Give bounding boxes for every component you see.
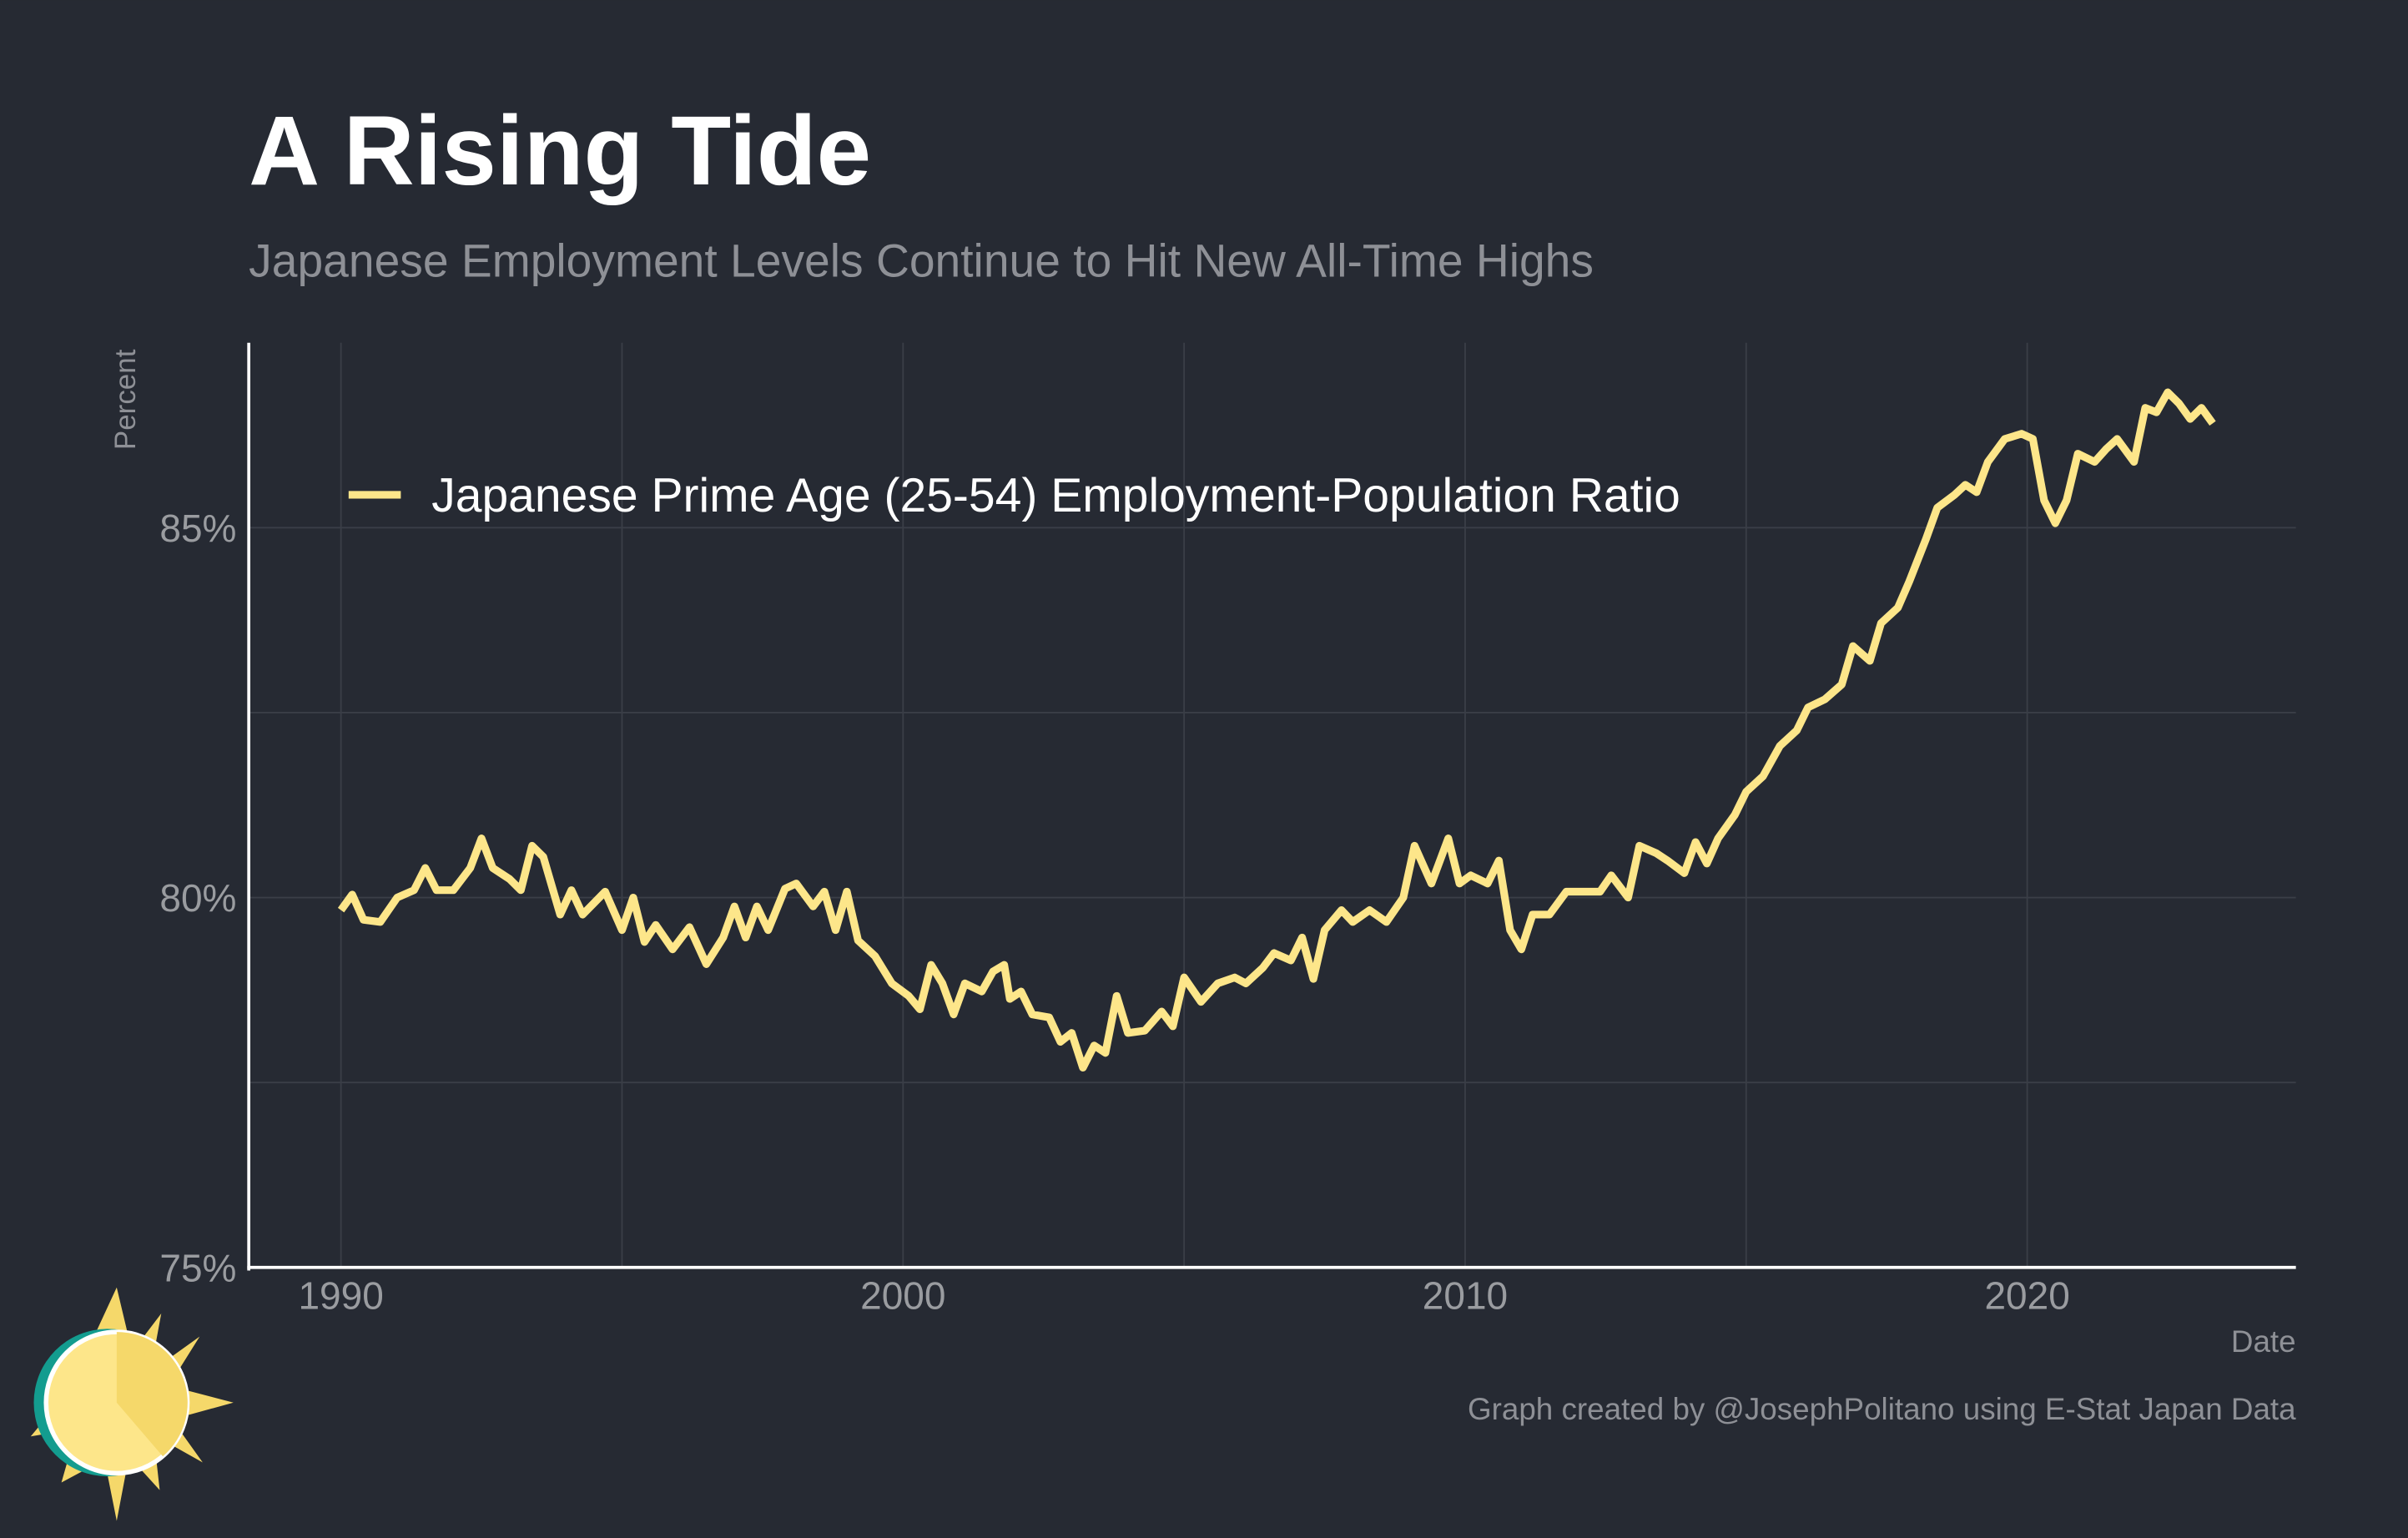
data-line xyxy=(337,388,2216,1072)
x-tick-label: 2000 xyxy=(860,1273,945,1317)
chart-subtitle: Japanese Employment Levels Continue to H… xyxy=(249,235,1594,287)
y-tick-label: 80% xyxy=(159,876,236,920)
x-tick-label: 2020 xyxy=(1984,1273,2069,1317)
y-axis-label: Percent xyxy=(109,349,142,450)
y-tick-label: 85% xyxy=(159,507,236,550)
chart-title: A Rising Tide xyxy=(249,95,871,205)
y-tick-label: 75% xyxy=(159,1246,236,1289)
x-tick-label: 1990 xyxy=(298,1273,383,1317)
legend-label: Japanese Prime Age (25-54) Employment-Po… xyxy=(431,469,1680,522)
logo xyxy=(30,1287,234,1521)
x-axis-label: Date xyxy=(2231,1324,2296,1359)
caption: Graph created by @JosephPolitano using E… xyxy=(1468,1392,2296,1426)
x-tick-label: 2010 xyxy=(1423,1273,1508,1317)
